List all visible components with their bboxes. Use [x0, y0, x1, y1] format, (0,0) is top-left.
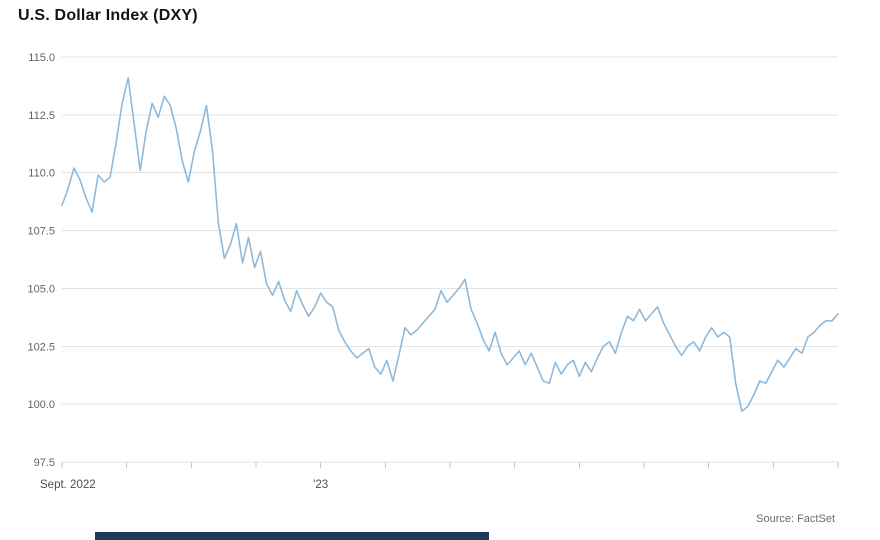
dxy-price-line	[61, 77, 839, 412]
y-axis-tick-label: 110.0	[28, 168, 55, 180]
y-axis-tick-label: 115.0	[28, 52, 55, 64]
y-axis-tick-label: 105.0	[27, 283, 55, 295]
y-axis-tick-label: 102.5	[27, 341, 55, 353]
bottom-partial-bar	[95, 532, 489, 540]
chart-title: U.S. Dollar Index (DXY)	[18, 7, 198, 24]
x-axis-tick-label: Sept. 2022	[40, 479, 96, 491]
y-axis-tick-label: 112.5	[28, 110, 55, 122]
y-axis-tick-label: 107.5	[27, 226, 55, 238]
source-attribution: Source: FactSet	[756, 513, 835, 525]
y-axis-tick-label: 97.5	[34, 457, 55, 469]
y-axis-tick-label: 100.0	[27, 399, 55, 411]
x-axis-tick-label: '23	[313, 479, 328, 491]
